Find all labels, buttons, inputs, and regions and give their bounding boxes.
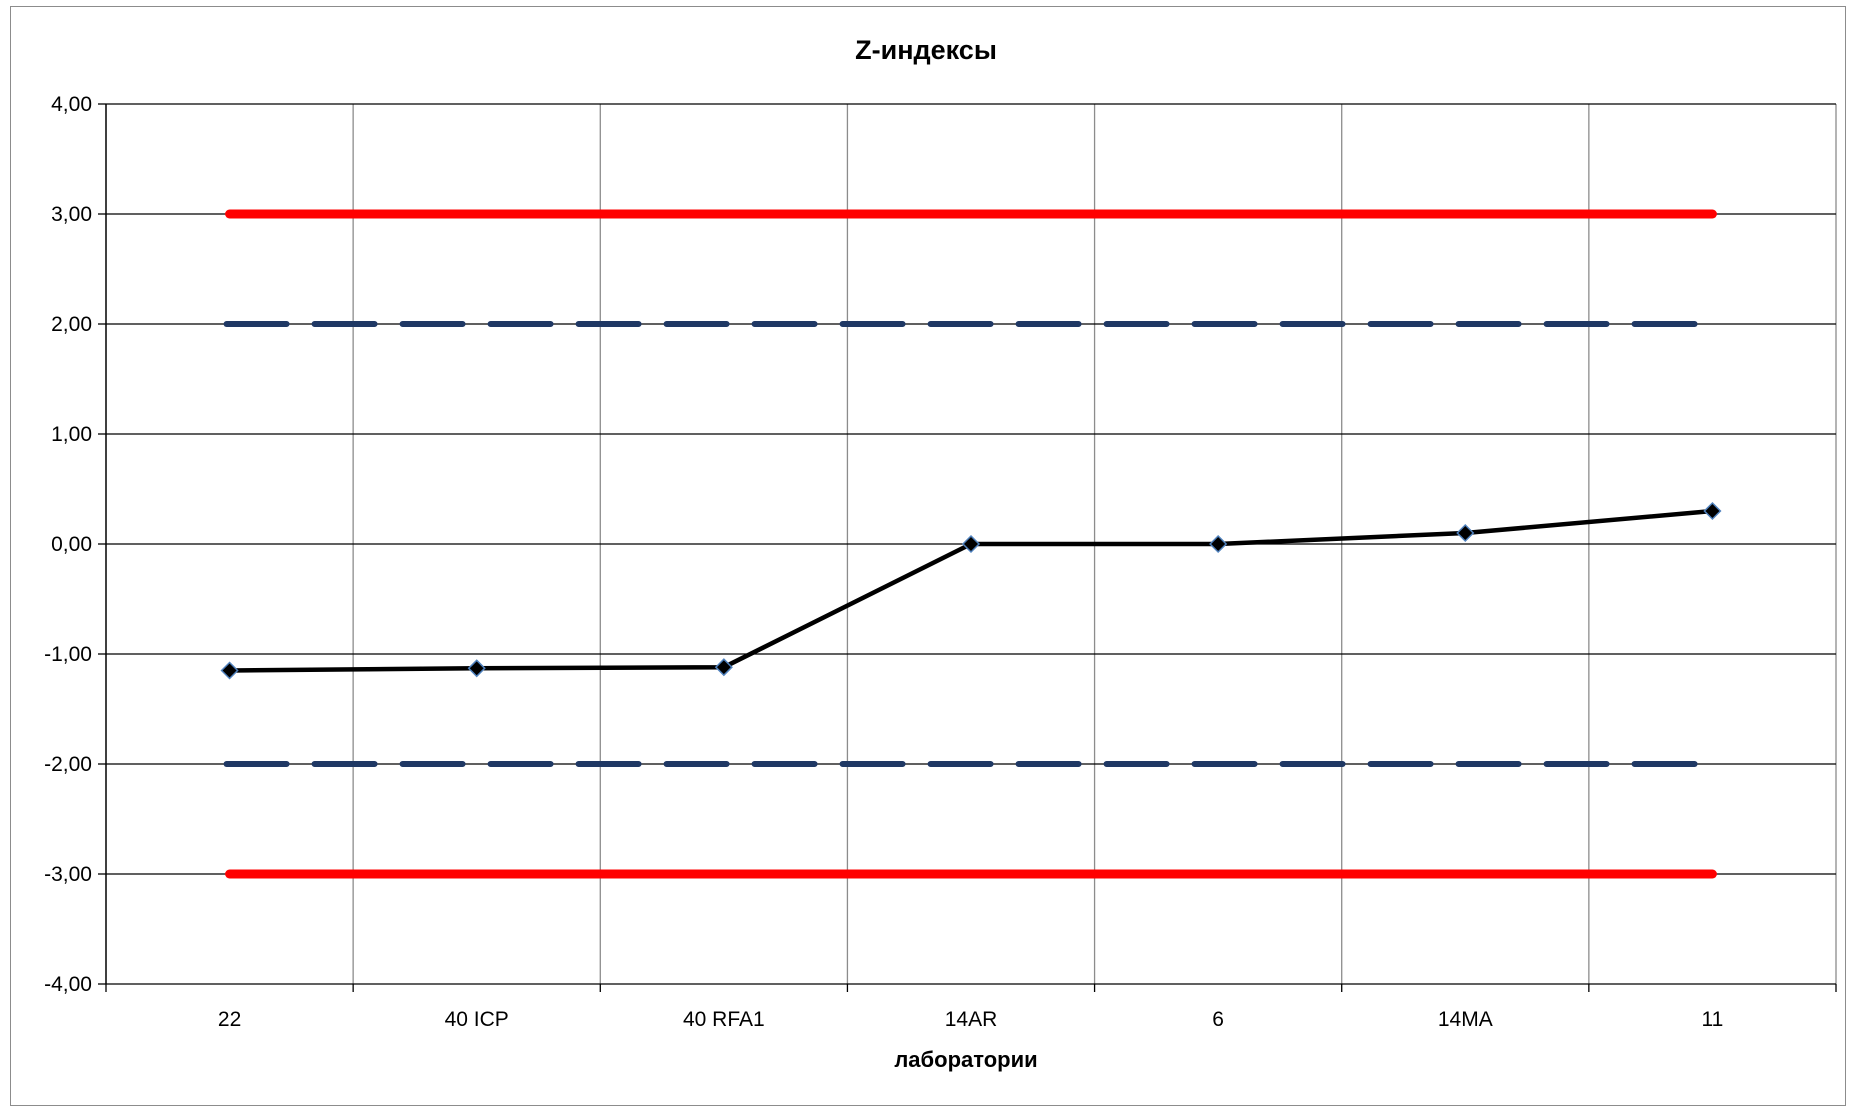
x-axis-title: лаборатории <box>894 1047 1037 1072</box>
x-tick-label: 22 <box>218 1008 241 1031</box>
y-tick-label: 2,00 <box>51 313 92 336</box>
z-index-chart: Z-индексы 4,00 3,00 2,00 1,00 0,00 -1,00 -2,00… <box>44 35 1837 1072</box>
data-point <box>1456 523 1475 543</box>
y-tick-label: -1,00 <box>44 643 92 666</box>
y-tick-label: 4,00 <box>51 93 92 116</box>
x-tick-label: 40 ICP <box>445 1008 509 1031</box>
y-tick-label: 1,00 <box>51 423 92 446</box>
reference-lines <box>223 209 1717 879</box>
y-tick-label: -4,00 <box>44 973 92 996</box>
series-layer <box>220 501 1722 680</box>
series-line <box>229 508 1713 673</box>
y-tick-label: -2,00 <box>44 753 92 776</box>
x-tick-labels: 22 40 ICP 40 RFA1 14AR 6 14MA 11 <box>218 1008 1723 1031</box>
chart-title: Z-индексы <box>855 35 997 65</box>
chart-frame: Z-индексы 4,00 3,00 2,00 1,00 0,00 -1,00 -2,00… <box>10 6 1846 1106</box>
data-point <box>1703 501 1722 521</box>
y-tick-label: 3,00 <box>51 203 92 226</box>
y-tick-label: 0,00 <box>51 533 92 556</box>
x-tick-label: 6 <box>1212 1008 1224 1031</box>
y-tick-labels: 4,00 3,00 2,00 1,00 0,00 -1,00 -2,00 -3,00 -4,00 <box>44 93 92 996</box>
data-point <box>961 534 981 554</box>
x-tick-label: 40 RFA1 <box>683 1008 765 1031</box>
x-tick-label: 11 <box>1702 1008 1724 1031</box>
data-point <box>714 658 733 677</box>
x-tick-label: 14MA <box>1438 1008 1493 1031</box>
data-point <box>220 661 239 680</box>
data-point <box>1209 534 1228 554</box>
y-tick-label: -3,00 <box>44 863 92 886</box>
data-point <box>467 659 486 678</box>
x-tick-label: 14AR <box>945 1008 998 1031</box>
